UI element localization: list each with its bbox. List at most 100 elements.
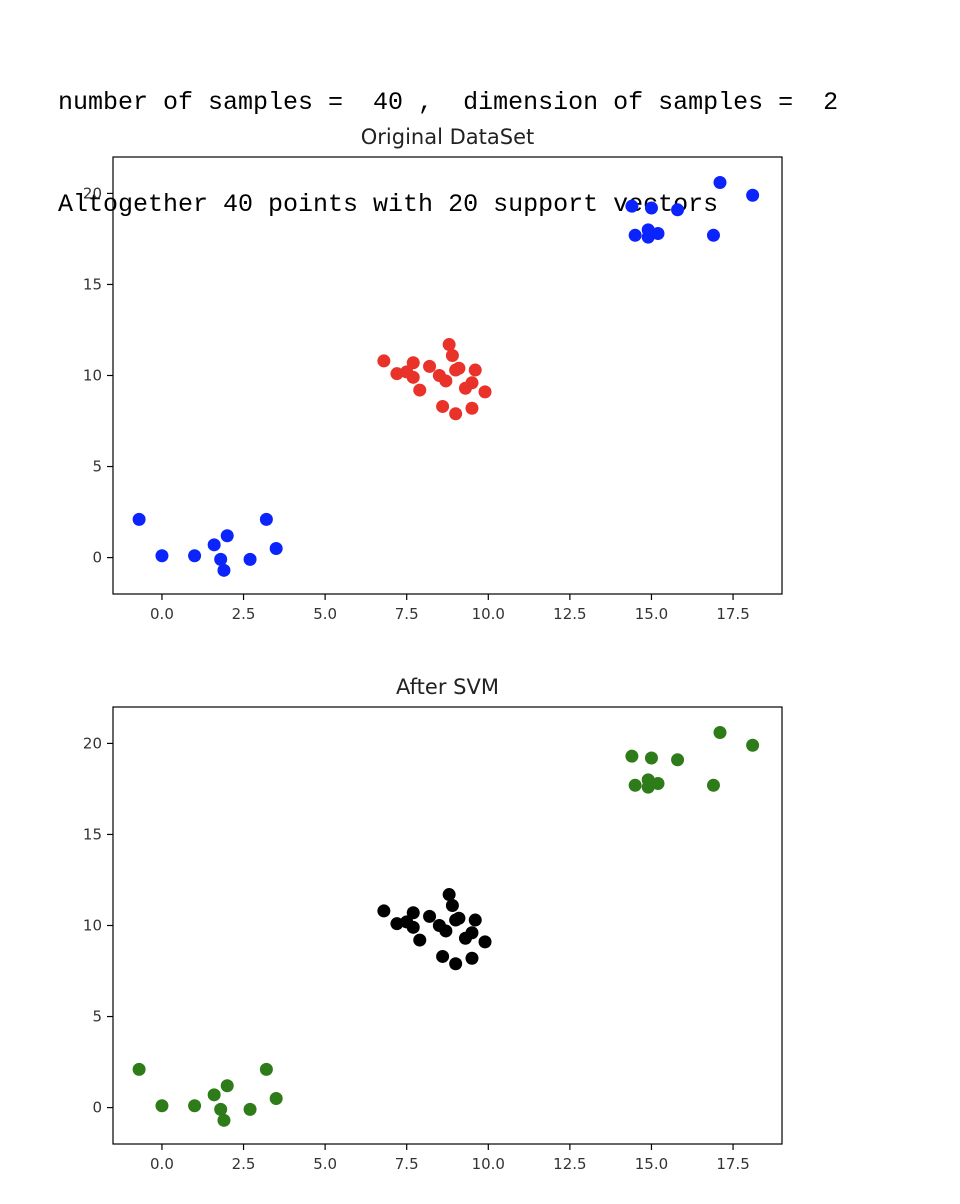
chart-title: Original DataSet: [361, 125, 534, 149]
scatter-point: [269, 541, 283, 555]
scatter-point: [625, 749, 639, 763]
scatter-point: [406, 906, 420, 920]
x-tick-label: 10.0: [472, 605, 505, 623]
scatter-point: [478, 385, 492, 399]
x-tick-label: 7.5: [395, 1155, 419, 1173]
scatter-point: [188, 1099, 202, 1113]
y-tick-label: 0: [92, 1099, 102, 1117]
x-tick-label: 5.0: [313, 605, 337, 623]
scatter-point: [478, 935, 492, 949]
scatter-point: [243, 552, 257, 566]
x-tick-label: 0.0: [150, 1155, 174, 1173]
scatter-point: [413, 933, 427, 947]
scatter-point: [406, 920, 420, 934]
scatter-point: [651, 776, 665, 790]
scatter-point: [217, 1113, 231, 1127]
scatter-point: [439, 924, 453, 938]
scatter-point: [220, 1079, 234, 1093]
scatter-point: [746, 188, 760, 202]
scatter-point: [468, 363, 482, 377]
after-svm-chart: After SVM 0.0 2.5 5.0 7.5 10.0 12.5 15.0 17.5 0 5 1…: [83, 675, 783, 1173]
y-tick-label: 5: [92, 458, 102, 476]
x-tick-label: 17.5: [716, 605, 749, 623]
y-tick-label: 5: [92, 1008, 102, 1026]
scatter-point: [452, 361, 466, 375]
scatter-point: [465, 376, 479, 390]
scatter-point: [243, 1102, 257, 1116]
scatter-point: [214, 552, 228, 566]
y-tick-label: 10: [83, 367, 102, 385]
scatter-point: [442, 888, 456, 902]
console-output: number of samples = 40 , dimension of sa…: [58, 18, 838, 256]
scatter-point: [628, 228, 642, 242]
x-tick-label: 10.0: [472, 1155, 505, 1173]
original-dataset-chart: Original DataSet 0.0 2.5 5.0 7.5 10.0 12.5 15.0…: [83, 125, 783, 623]
scatter-point: [713, 175, 727, 189]
x-tick-label: 2.5: [232, 1155, 256, 1173]
y-tick-label: 20: [83, 184, 102, 202]
x-tick-label: 5.0: [313, 1155, 337, 1173]
scatter-point: [390, 917, 404, 931]
scatter-point: [442, 338, 456, 352]
x-tick-label: 12.5: [553, 605, 586, 623]
x-tick-label: 7.5: [395, 605, 419, 623]
scatter-point: [132, 512, 146, 526]
output-line-samples: number of samples = 40 , dimension of sa…: [58, 88, 839, 117]
scatter-point: [671, 753, 685, 767]
output-line-support-vectors: Altogether 40 points with 20 support vec…: [58, 190, 719, 219]
scatter-point: [449, 957, 463, 971]
scatter-point: [644, 201, 658, 215]
scatter-point: [269, 1091, 283, 1105]
scatter-point: [423, 359, 437, 373]
scatter-point: [220, 529, 234, 543]
scatter-point: [452, 911, 466, 925]
scatter-point: [706, 228, 720, 242]
scatter-point: [390, 367, 404, 381]
scatter-point: [207, 538, 221, 552]
scatter-point: [465, 401, 479, 415]
scatter-point: [713, 725, 727, 739]
scatter-point: [641, 223, 655, 237]
scatter-point: [155, 549, 169, 563]
scatter-point: [377, 354, 391, 368]
scatter-point: [423, 909, 437, 923]
scatter-point: [746, 738, 760, 752]
scatter-point: [259, 1062, 273, 1076]
scatter-point: [188, 549, 202, 563]
scatter-point: [259, 512, 273, 526]
scatter-point: [217, 563, 231, 577]
scatter-point: [465, 951, 479, 965]
scatter-point: [644, 751, 658, 765]
scatter-point: [132, 1062, 146, 1076]
scatter-point: [436, 399, 450, 413]
x-tick-label: 0.0: [150, 605, 174, 623]
y-tick-label: 0: [92, 549, 102, 567]
scatter-point: [445, 898, 459, 912]
scatter-point: [214, 1102, 228, 1116]
x-tick-label: 12.5: [553, 1155, 586, 1173]
scatter-point: [641, 773, 655, 787]
x-tick-label: 15.0: [635, 605, 668, 623]
y-tick-label: 15: [83, 275, 102, 293]
scatter-point: [377, 904, 391, 918]
scatter-point: [706, 778, 720, 792]
scatter-point: [413, 383, 427, 397]
scatter-point: [651, 226, 665, 240]
scatter-point: [155, 1099, 169, 1113]
scatter-point: [406, 356, 420, 370]
y-tick-label: 15: [83, 825, 102, 843]
scatter-point: [468, 913, 482, 927]
chart-title: After SVM: [396, 675, 499, 699]
scatter-point: [625, 199, 639, 213]
scatter-point: [628, 778, 642, 792]
x-tick-label: 15.0: [635, 1155, 668, 1173]
x-tick-label: 17.5: [716, 1155, 749, 1173]
scatter-point: [449, 407, 463, 421]
y-tick-label: 10: [83, 917, 102, 935]
scatter-point: [436, 949, 450, 963]
scatter-point: [445, 348, 459, 362]
scatter-point: [439, 374, 453, 388]
scatter-point: [671, 203, 685, 217]
y-tick-label: 20: [83, 734, 102, 752]
x-tick-label: 2.5: [232, 605, 256, 623]
